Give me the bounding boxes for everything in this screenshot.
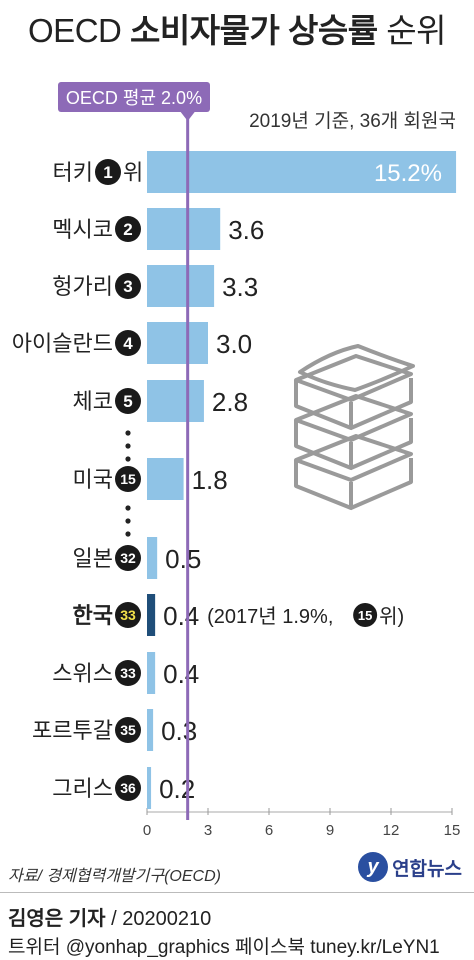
x-tick-label: 0 — [143, 822, 151, 839]
money-bundle-shape — [294, 434, 413, 510]
korea-note-tail: 위) — [379, 605, 404, 628]
ellipsis-dot — [125, 531, 131, 537]
value-label: 3.0 — [216, 329, 252, 359]
bar — [147, 151, 457, 193]
value-label: 0.2 — [159, 774, 195, 804]
rank-badge-number: 1 — [103, 163, 112, 182]
rank-badge-number: 33 — [120, 607, 136, 623]
bar — [147, 594, 156, 636]
korea-note: (2017년 1.9%, — [207, 605, 333, 628]
rank-badge-number: 33 — [120, 665, 136, 681]
ellipsis-dot — [125, 456, 131, 462]
x-tick-label: 12 — [383, 822, 400, 839]
money-bundle-shape — [294, 354, 413, 430]
rank-badge — [115, 330, 141, 356]
rank-badge-number: 4 — [123, 334, 133, 353]
bar — [147, 380, 204, 422]
bar — [147, 265, 215, 307]
x-tick-label: 6 — [265, 822, 273, 839]
divider — [0, 892, 474, 893]
x-tick-label: 15 — [444, 822, 461, 839]
bar — [147, 709, 154, 751]
rank-badge — [115, 717, 141, 743]
bar — [147, 322, 208, 364]
value-label: 1.8 — [192, 465, 228, 495]
rank-badge — [115, 216, 141, 242]
bar — [147, 537, 158, 579]
banknote-top-shape — [298, 344, 415, 392]
rank-badge — [115, 466, 141, 492]
rank-badge — [115, 273, 141, 299]
value-label: 0.4 — [163, 659, 199, 689]
value-label: 0.3 — [161, 716, 197, 746]
category-label: 스위스 — [52, 661, 113, 686]
rank-badge — [115, 545, 141, 571]
value-label: 2.8 — [212, 387, 248, 417]
category-label: 체코 — [73, 389, 113, 414]
social-links: 트위터 @yonhap_graphics 페이스북 tuney.kr/LeYN1 — [8, 937, 440, 958]
korea-note-rank-badge — [353, 603, 378, 627]
average-callout-label: OECD 평균 2.0% — [66, 88, 202, 108]
average-callout-pointer — [180, 112, 195, 121]
rank-badge-number: 3 — [123, 277, 132, 296]
reporter-credit: 김영은 기자 / 20200210 — [8, 902, 211, 931]
source-note: 자료/ 경제협력개발기구(OECD) — [8, 868, 221, 885]
rank-badge-number: 35 — [120, 722, 136, 738]
category-label: 그리스 — [52, 776, 113, 801]
korea-note-rank-number: 15 — [358, 608, 372, 623]
rank-badge-number: 32 — [120, 550, 136, 566]
money-bundle-shape — [294, 394, 413, 470]
x-tick-label: 9 — [326, 822, 334, 839]
yonhap-logo: y 연합뉴스 — [358, 852, 462, 882]
ellipsis-dot — [125, 505, 131, 511]
rank-badge — [115, 775, 141, 801]
value-label: 0.5 — [165, 544, 201, 574]
basis-note: 2019년 기준, 36개 회원국 — [249, 111, 456, 132]
yonhap-logo-text: 연합뉴스 — [392, 858, 462, 880]
category-label: 터키 — [53, 160, 93, 185]
category-label: 일본 — [73, 546, 113, 571]
category-label: 헝가리 — [52, 274, 113, 299]
rank-badge — [115, 388, 141, 414]
ellipsis-dot — [125, 518, 131, 524]
credit-date: / 20200210 — [111, 908, 212, 930]
bar — [147, 652, 156, 694]
chart-title: OECD 소비자물가 상승률 순위 — [28, 12, 446, 49]
rank-badge — [115, 602, 141, 628]
category-label: 한국 — [73, 603, 113, 628]
x-tick-label: 3 — [204, 822, 212, 839]
ellipsis-dot — [125, 430, 131, 436]
rank-badge-number: 2 — [123, 220, 132, 239]
rank-badge-number: 36 — [120, 780, 136, 796]
reporter-name: 김영은 기자 — [8, 908, 106, 930]
bar — [147, 458, 184, 500]
category-label: 미국 — [73, 467, 113, 492]
value-label: 15.2% — [374, 160, 442, 187]
yonhap-logo-icon: y — [358, 852, 389, 882]
rank-badge-number: 15 — [120, 471, 136, 487]
ellipsis-dot — [125, 443, 131, 449]
category-label: 포르투갈 — [32, 718, 113, 743]
value-label: 3.3 — [222, 272, 258, 302]
category-label: 아이슬란드 — [12, 331, 113, 356]
average-callout-box — [58, 82, 210, 112]
rank-badge — [95, 159, 121, 185]
value-label: 3.6 — [228, 215, 264, 245]
bar — [147, 208, 221, 250]
category-label: 멕시코 — [52, 217, 113, 242]
money-stack-illustration — [294, 344, 415, 510]
rank-suffix-label: 위 — [123, 160, 143, 185]
bar — [147, 767, 152, 809]
rank-badge-number: 5 — [123, 392, 132, 411]
value-label: 0.4 — [163, 601, 199, 631]
rank-badge — [115, 660, 141, 686]
